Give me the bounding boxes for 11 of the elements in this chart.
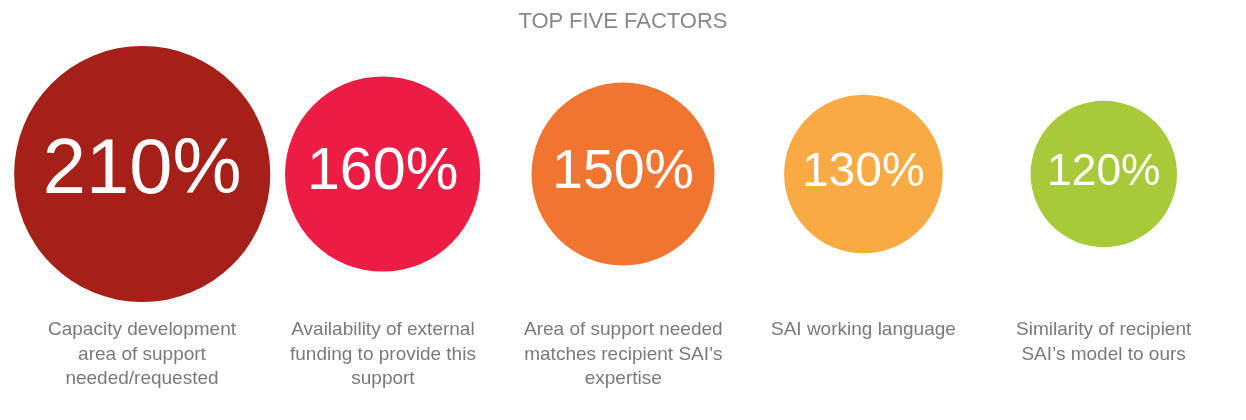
data-label: 130%	[801, 142, 925, 197]
category-label: Availability of external funding to provide this support	[290, 318, 476, 389]
category-label: SAI working language	[771, 318, 956, 339]
data-label: 120%	[1047, 145, 1161, 195]
data-label: 160%	[306, 134, 459, 202]
category-label: Capacity development area of support needed/requested	[48, 318, 237, 389]
text: TOP FIVE FACTORS	[518, 8, 728, 33]
data-label: 210%	[42, 123, 242, 210]
category-label: Area of support needed matches recipient SAI’s expertise	[524, 318, 723, 389]
data-label: 150%	[552, 137, 694, 200]
category-label: Similarity of recipient SAI’s model to ours	[1016, 318, 1192, 364]
